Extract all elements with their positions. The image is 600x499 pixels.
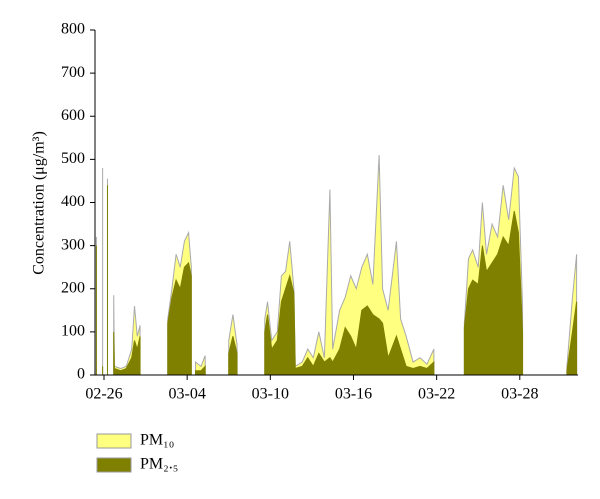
y-tick-label: 700: [61, 64, 85, 81]
y-tick-label: 500: [61, 150, 85, 167]
x-tick-label: 03-16: [335, 386, 372, 403]
y-tick-label: 800: [61, 21, 85, 38]
y-tick-label: 600: [61, 107, 85, 124]
legend-label: PM₁₀: [140, 432, 174, 449]
x-tick-label: 02-26: [85, 386, 122, 403]
y-tick-label: 300: [61, 236, 85, 253]
y-tick-label: 400: [61, 193, 85, 210]
legend-swatch: [96, 457, 132, 473]
x-tick-label: 03-10: [252, 386, 289, 403]
x-tick-label: 03-22: [418, 386, 455, 403]
legend-label: PM₂.₅: [140, 456, 178, 473]
area: [95, 185, 578, 376]
y-tick-label: 200: [61, 279, 85, 296]
y-tick-label: 100: [61, 323, 85, 340]
x-tick-label: 03-28: [501, 386, 538, 403]
legend-swatch: [96, 433, 132, 449]
x-tick-label: 03-04: [169, 386, 206, 403]
y-axis-label: Concentration (μg/m³): [31, 131, 48, 275]
y-tick-label: 0: [77, 366, 85, 383]
